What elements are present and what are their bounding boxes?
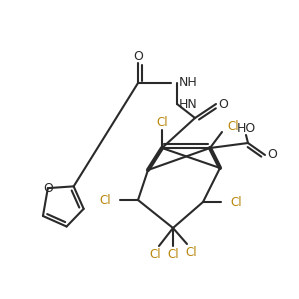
Text: Cl: Cl	[156, 115, 168, 129]
Text: Cl: Cl	[99, 193, 111, 207]
Text: Cl: Cl	[149, 248, 161, 260]
Text: Cl: Cl	[227, 120, 239, 132]
Text: Cl: Cl	[230, 196, 242, 208]
Text: O: O	[267, 149, 277, 161]
Text: HO: HO	[237, 121, 256, 135]
Text: O: O	[218, 97, 228, 111]
Text: NH: NH	[179, 77, 198, 89]
Text: O: O	[43, 182, 53, 195]
Text: HN: HN	[179, 97, 198, 111]
Text: O: O	[133, 50, 143, 62]
Text: Cl: Cl	[185, 245, 197, 259]
Text: Cl: Cl	[167, 248, 179, 260]
